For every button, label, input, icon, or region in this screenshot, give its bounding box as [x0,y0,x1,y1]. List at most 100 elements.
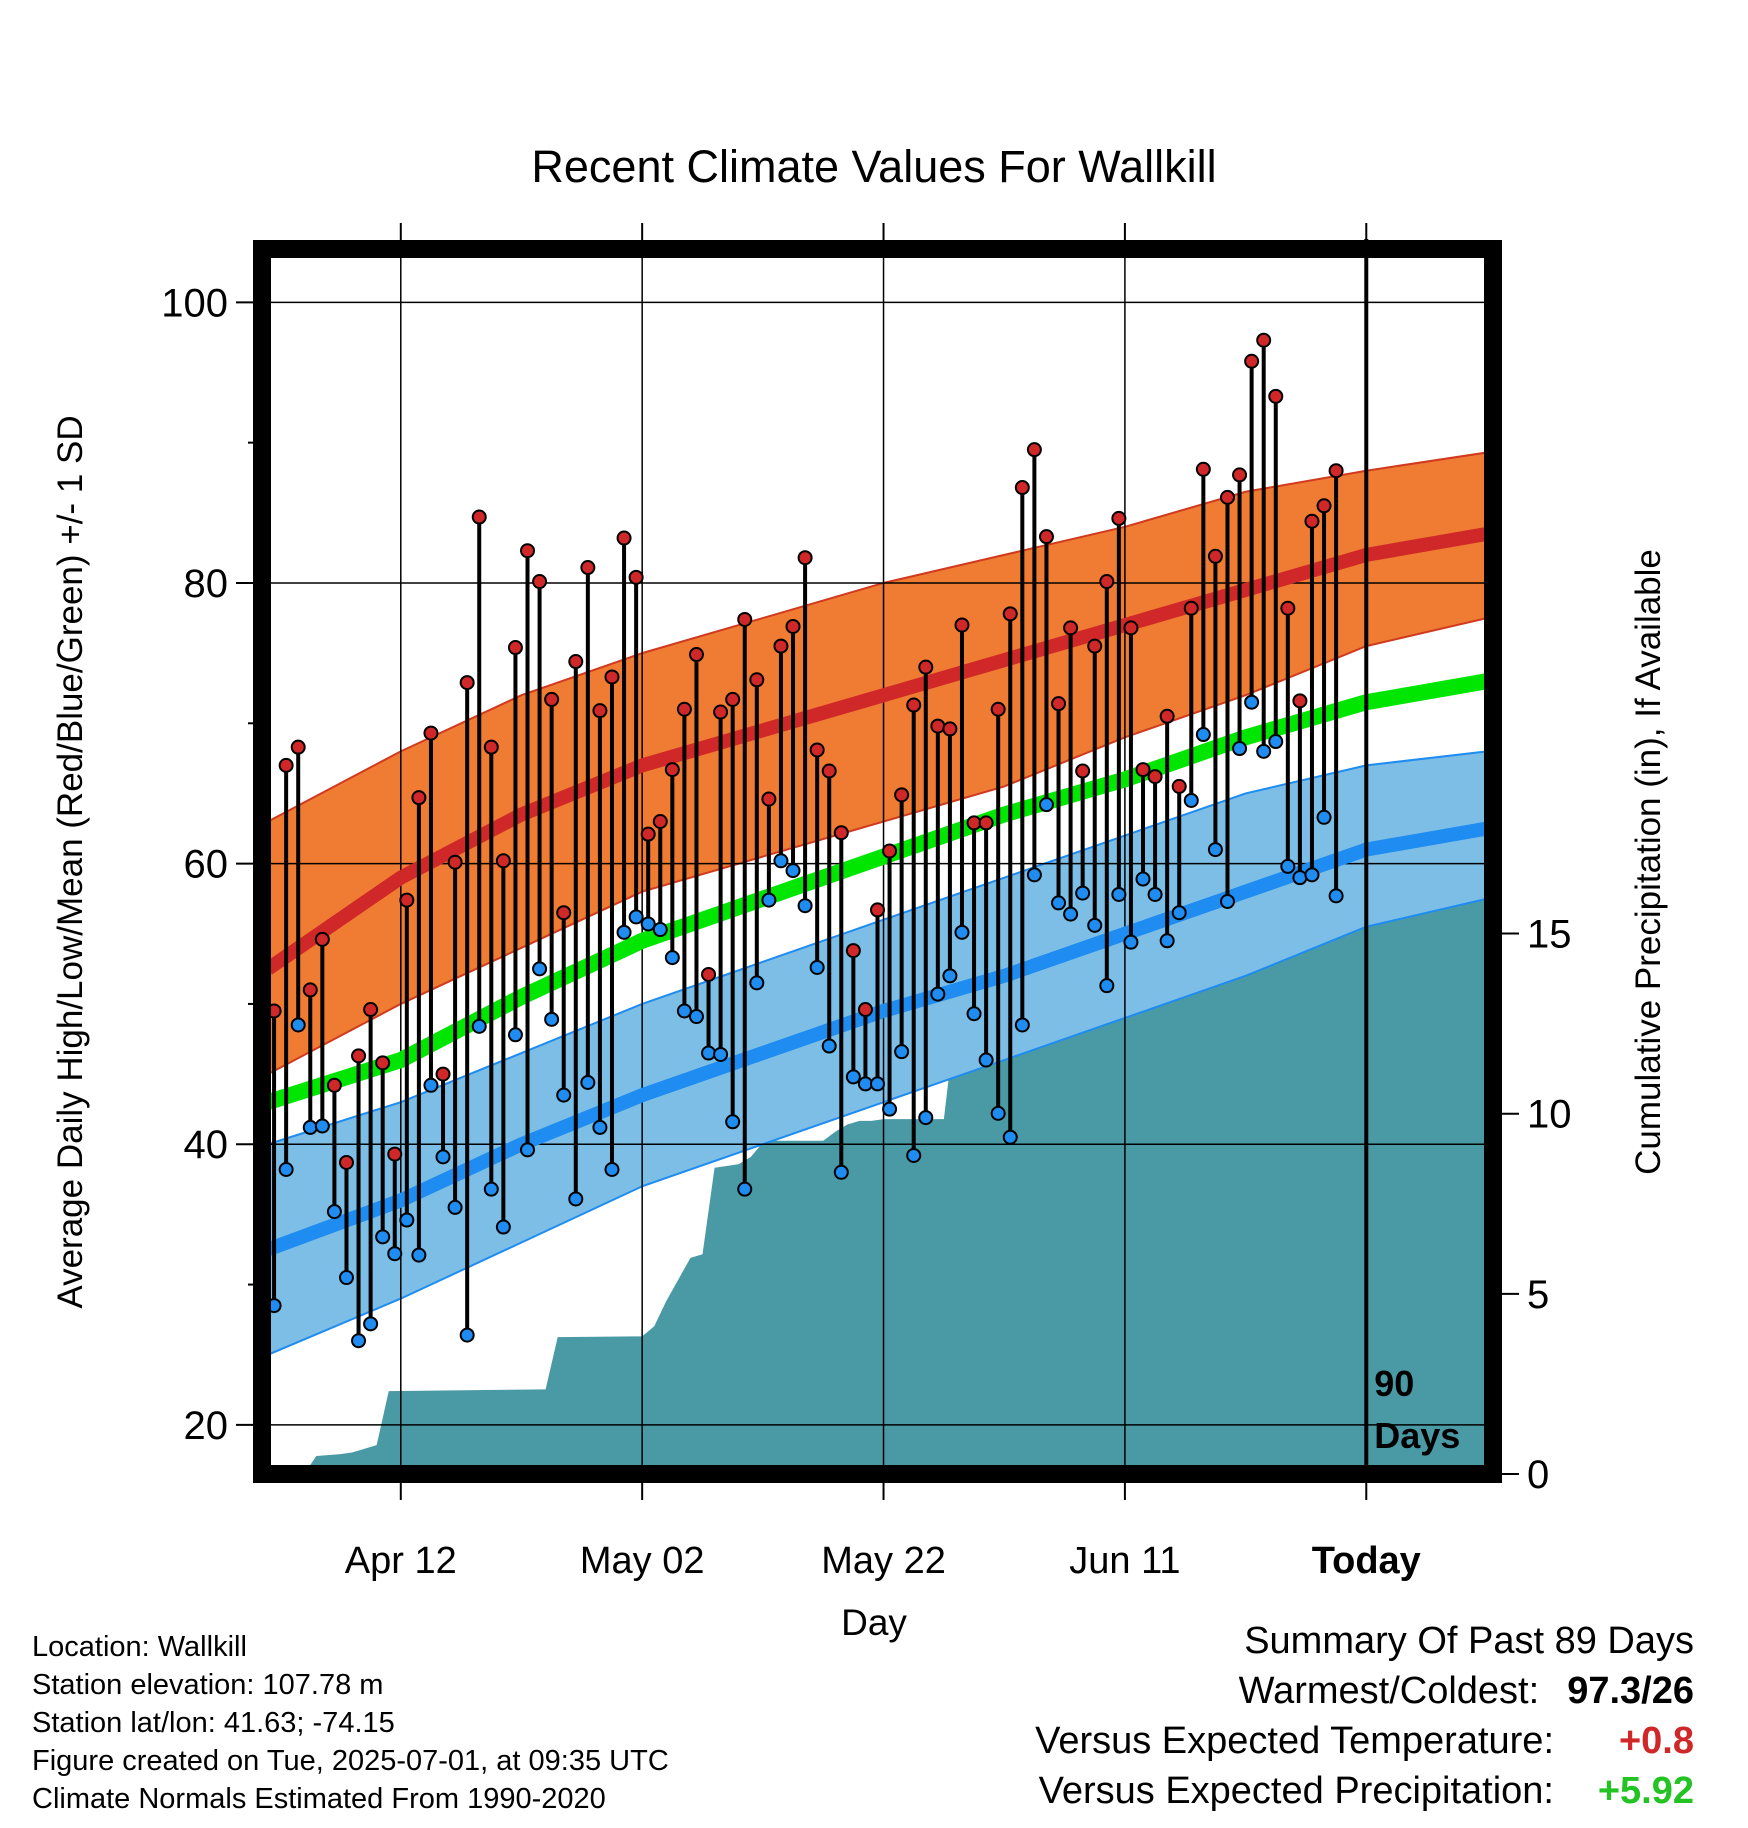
low-point [302,1119,318,1135]
x-tick-label: Jun 11 [1069,1540,1180,1582]
low-point [278,1162,294,1178]
high-point [375,1055,391,1071]
low-point [894,1044,910,1060]
low-point [966,1006,982,1022]
warm-cold-row: Warmest/Coldest: 97.3/26 [1035,1670,1694,1720]
normals-note-text: Climate Normals Estimated From 1990-2020 [32,1783,606,1815]
temp-departure-label: Versus Expected Temperature: [1035,1720,1554,1762]
warm-cold-value: 97.3/26 [1567,1670,1694,1713]
low-point [990,1105,1006,1121]
plot-frame [253,240,1502,1483]
low-point [568,1191,584,1207]
high-normal-line [264,526,1489,975]
low-normal-line [265,821,1489,1257]
high-point [701,966,717,982]
x-tick-label: Today [1312,1540,1421,1582]
high-point [532,574,548,590]
low-point [870,1076,885,1092]
low-point [459,1327,475,1343]
low-point [592,1119,608,1135]
low-point [544,1011,560,1027]
low-point [664,950,680,966]
low-point [930,986,946,1002]
location-text: Location: Wallkill [32,1631,247,1663]
low-point [616,924,632,940]
low-point [1135,871,1151,887]
high-point [1002,606,1018,622]
low-point [773,853,789,869]
low-point [447,1199,463,1215]
low-point [1268,734,1284,750]
low-point [1159,933,1175,949]
low-point [1328,888,1344,904]
high-point [290,739,306,755]
high-point [399,892,415,908]
low-point [290,1017,306,1033]
high-point [1111,510,1127,526]
low-point [507,1027,523,1043]
low-point [387,1246,403,1262]
y-axis-label: Average Daily High/Low/Mean (Red/Blue/Gr… [51,415,90,1308]
high-point [411,790,427,806]
low-point [797,898,813,914]
latlon-text: Station lat/lon: 41.63; -74.15 [32,1707,395,1739]
high-point [870,902,885,918]
high-point [1014,480,1030,496]
x-tick-label: May 22 [821,1540,946,1582]
x-axis-label: Day [841,1602,907,1643]
y2-tick-label: 5 [1527,1273,1549,1317]
x-tick-label: Apr 12 [345,1540,457,1582]
precipitation-area-layer [268,854,1487,1474]
low-point [628,909,644,925]
high-point [894,787,910,803]
low-point [1087,917,1103,933]
low-point [688,1009,704,1025]
high-point [278,757,294,773]
high-point [326,1077,342,1093]
created-text: Figure created on Tue, 2025-07-01, at 09… [32,1745,669,1777]
high-point [1051,696,1067,712]
high-point [676,701,692,717]
high-point [725,691,741,707]
warm-cold-label: Warmest/Coldest: [1238,1670,1540,1712]
high-point [1232,467,1248,483]
high-point [544,691,560,707]
high-point [1292,693,1308,709]
high-point [640,826,656,842]
high-point [713,704,729,720]
y-tick-label: 40 [184,1123,229,1167]
high-point [387,1146,403,1162]
y-tick-label: 20 [184,1404,229,1448]
high-point [302,982,318,998]
y-tick-label: 80 [184,562,229,606]
low-point [785,863,801,879]
today-label-days-word: Days [1374,1415,1460,1456]
low-point [1183,792,1199,808]
low-point [580,1075,596,1091]
high-point [797,550,813,566]
high-point [906,697,922,713]
temp-departure-value: +0.8 [1618,1720,1694,1762]
high-point [809,742,825,758]
high-point [520,543,536,559]
high-point [1026,442,1042,458]
high-low-observations-layer [266,332,1344,1349]
high-point [1304,513,1320,529]
low-point [1063,906,1079,922]
low-point [1256,743,1272,759]
low-point [882,1101,898,1117]
high-point [1099,574,1115,590]
low-point [1207,842,1223,858]
summary-title-row: Summary Of Past 89 Days [1035,1620,1694,1670]
high-point [314,931,330,947]
high-point [749,672,765,688]
high-point [1268,388,1284,404]
high-point [1207,548,1223,564]
low-point [845,1069,861,1085]
low-point [713,1046,729,1062]
y2-tick-label: 0 [1527,1453,1549,1497]
high-point [1244,353,1260,369]
high-point [785,618,801,634]
high-point [568,654,584,670]
high-point [918,659,934,675]
